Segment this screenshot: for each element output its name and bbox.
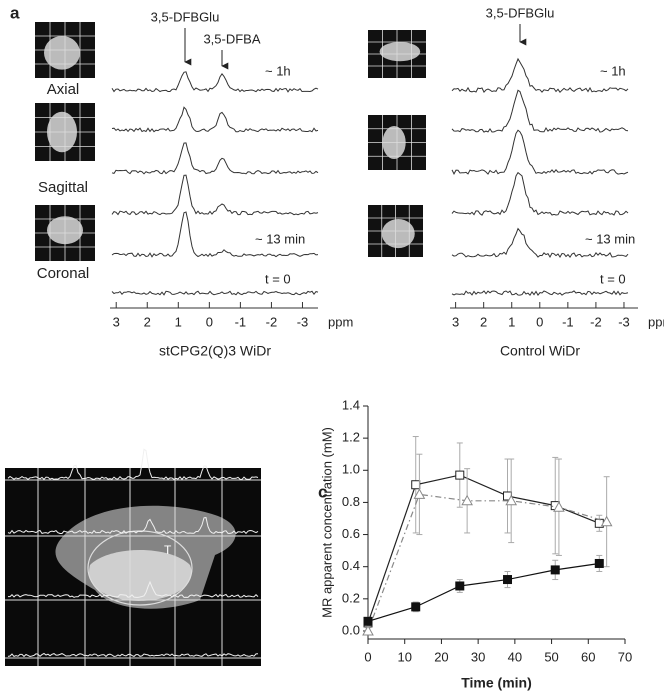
- tick-label: -2: [590, 314, 602, 329]
- panel-label: c: [318, 482, 327, 501]
- spectrum: [111, 71, 319, 93]
- marker: [550, 565, 560, 575]
- marker: [461, 494, 473, 506]
- tumor: [381, 219, 415, 249]
- spectrum: [451, 290, 629, 297]
- x-tick-label: 40: [508, 649, 522, 664]
- region-label: T: [164, 543, 172, 557]
- axis-unit: ppm: [648, 314, 664, 329]
- marker: [411, 480, 421, 490]
- tick-label: 1: [508, 314, 515, 329]
- spectrum: [451, 171, 629, 216]
- tick-label: 3: [113, 314, 120, 329]
- y-tick-label: 0.0: [342, 622, 360, 637]
- tick-label: 2: [480, 314, 487, 329]
- x-axis-label: Time (min): [461, 675, 532, 691]
- marker: [455, 470, 465, 480]
- y-axis-label: MR apparent concentration (mM): [319, 427, 334, 618]
- panel-label: a: [10, 3, 20, 22]
- tick-label: 2: [144, 314, 151, 329]
- tick-label: -2: [266, 314, 278, 329]
- marker: [600, 515, 613, 527]
- time-label: ~ 13 min: [585, 231, 635, 246]
- series-line: [367, 562, 600, 622]
- view-label: Sagittal: [38, 179, 88, 196]
- spectrum: [111, 106, 319, 133]
- x-tick-label: 60: [581, 649, 595, 664]
- time-label: ~ 1h: [265, 63, 291, 78]
- x-tick-label: 0: [364, 649, 371, 664]
- tick-label: 1: [175, 314, 182, 329]
- x-tick-label: 20: [434, 649, 448, 664]
- spectrum: [451, 227, 629, 259]
- y-tick-label: 0.2: [342, 590, 360, 605]
- spectrum: [451, 129, 629, 175]
- peak-label: 3,5-DFBGlu: [486, 5, 555, 20]
- marker: [505, 494, 518, 506]
- tick-label: 0: [206, 314, 213, 329]
- marker: [363, 616, 373, 626]
- view-label: Coronal: [37, 265, 90, 282]
- marker: [503, 575, 513, 585]
- spectrum: [7, 517, 259, 535]
- time-label: t = 0: [265, 271, 291, 286]
- x-tick-label: 70: [618, 649, 632, 664]
- y-tick-label: 0.8: [342, 494, 360, 509]
- spectrum: [451, 57, 629, 93]
- x-tick-label: 30: [471, 649, 485, 664]
- spectrum: [451, 89, 629, 133]
- spectrum: [111, 211, 319, 258]
- tick-label: -1: [235, 314, 247, 329]
- view-label: Axial: [47, 81, 80, 98]
- tumor: [44, 36, 80, 70]
- y-tick-label: 1.4: [342, 397, 360, 412]
- spectrum: [111, 142, 319, 175]
- caption: stCPG2(Q)3 WiDr: [159, 343, 271, 359]
- y-tick-label: 1.0: [342, 462, 360, 477]
- spectrum: [111, 290, 319, 296]
- time-label: ~ 13 min: [255, 231, 305, 246]
- time-label: ~ 1h: [600, 63, 626, 78]
- time-label: t = 0: [600, 271, 626, 286]
- y-tick-label: 0.4: [342, 558, 360, 573]
- marker: [553, 501, 565, 512]
- marker: [362, 624, 374, 636]
- marker: [455, 581, 465, 591]
- y-tick-label: 1.2: [342, 430, 360, 445]
- series-line: [367, 474, 600, 624]
- spectrum: [7, 448, 259, 481]
- mr-image: [5, 448, 261, 666]
- x-tick-label: 10: [397, 649, 411, 664]
- peak-label: 3,5-DFBGlu: [151, 9, 220, 24]
- tick-label: -1: [562, 314, 574, 329]
- tick-label: -3: [297, 314, 309, 329]
- x-tick-label: 50: [544, 649, 558, 664]
- axis-unit: ppm: [328, 314, 353, 329]
- spectrum: [111, 174, 319, 216]
- spectrum: [7, 652, 259, 658]
- series-line: [367, 493, 607, 632]
- y-tick-label: 0.6: [342, 526, 360, 541]
- peak-label: 3,5-DFBA: [203, 31, 260, 46]
- tumor: [379, 42, 421, 62]
- caption: Control WiDr: [500, 343, 580, 359]
- marker: [411, 602, 421, 612]
- marker: [594, 558, 604, 568]
- tick-label: 3: [452, 314, 459, 329]
- marker: [413, 488, 426, 499]
- spectrum: [8, 580, 259, 598]
- tick-label: -3: [618, 314, 630, 329]
- tick-label: 0: [536, 314, 543, 329]
